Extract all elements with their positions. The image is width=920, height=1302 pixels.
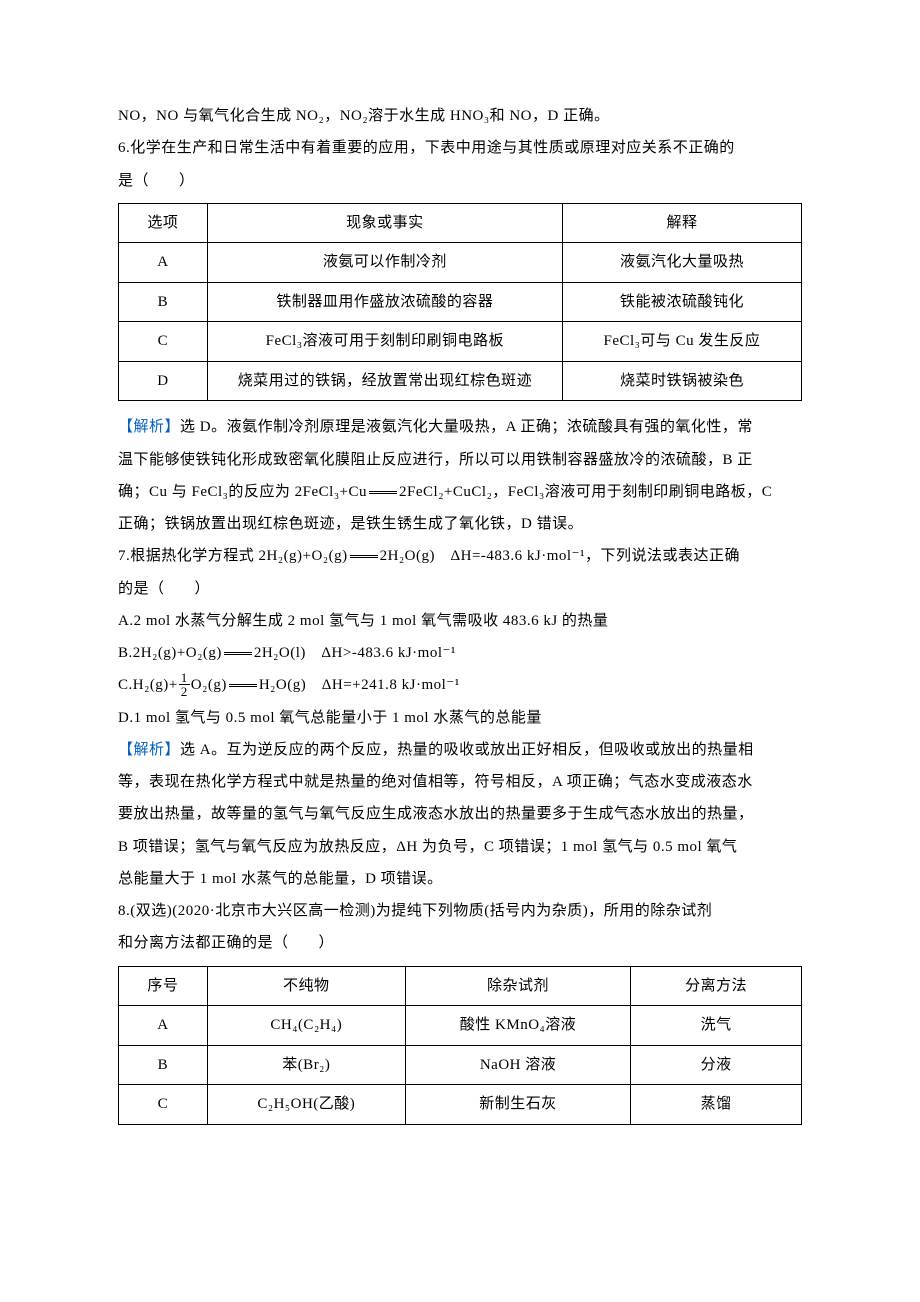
q8-cell: A xyxy=(119,1006,208,1046)
q6-cell: 铁制器皿用作盛放浓硫酸的容器 xyxy=(207,282,562,322)
q6-ana3-post: 2FeCl₂+CuCl₂，FeCl₃溶液可用于刻制印刷铜电路板，C xyxy=(399,484,772,500)
q6-cell: FeCl₃溶液可用于刻制印刷铜电路板 xyxy=(207,322,562,362)
q8-th-3: 分离方法 xyxy=(631,966,802,1006)
q6-stem-2a: 是（ xyxy=(118,173,149,189)
q6-cell: 液氨可以作制冷剂 xyxy=(207,243,562,283)
q6-cell: 烧菜时铁锅被染色 xyxy=(562,361,801,401)
q8-cell: C xyxy=(119,1085,208,1125)
q6-cell: 液氨汽化大量吸热 xyxy=(562,243,801,283)
q7-stem1-pre: 7.根据热化学方程式 2H₂(g)+O₂(g) xyxy=(118,548,348,564)
q6-analysis-line3: 确；Cu 与 FeCl₃的反应为 2FeCl₃+Cu 2FeCl₂+CuCl₂，F… xyxy=(118,476,802,508)
q8-cell: 蒸馏 xyxy=(631,1085,802,1125)
q6-stem-line1: 6.化学在生产和日常生活中有着重要的应用，下表中用途与其性质或原理对应关系不正确… xyxy=(118,132,802,164)
q8-th-2: 除杂试剂 xyxy=(405,966,630,1006)
q7-optc-pre: C.H₂(g)+ xyxy=(118,677,178,693)
q6-th-opt: 选项 xyxy=(119,203,208,243)
q8-cell: 分液 xyxy=(631,1045,802,1085)
q8-cell: 苯(Br₂) xyxy=(207,1045,405,1085)
q6-ana3-pre: 确；Cu 与 FeCl₃的反应为 2FeCl₃+Cu xyxy=(118,484,367,500)
reaction-arrow-icon xyxy=(229,684,257,687)
q7-analysis-line3: 要放出热量，故等量的氢气与氧气反应生成液态水放出的热量要多于生成气态水放出的热量… xyxy=(118,798,802,830)
table-header-row: 选项 现象或事实 解释 xyxy=(119,203,802,243)
q7-stem-2a: 的是（ xyxy=(118,581,165,597)
q6-analysis-line2: 温下能够使铁钝化形成致密氧化膜阻止反应进行，所以可以用铁制容器盛放冷的浓硫酸，B… xyxy=(118,444,802,476)
q6-ana-text1: 选 D。液氨作制冷剂原理是液氨汽化大量吸热，A 正确；浓硫酸具有强的氧化性，常 xyxy=(180,419,753,435)
q7-stem-2b: ） xyxy=(195,581,211,597)
q7-analysis-line1: 【解析】选 A。互为逆反应的两个反应，热量的吸收或放出正好相反，但吸收或放出的热… xyxy=(118,734,802,766)
q6-cell: B xyxy=(119,282,208,322)
q7-optb-pre: B.2H₂(g)+O₂(g) xyxy=(118,645,222,661)
q8-table: 序号 不纯物 除杂试剂 分离方法 A CH₄(C₂H₄) 酸性 KMnO₄溶液 … xyxy=(118,966,802,1125)
q6-th-fact: 现象或事实 xyxy=(207,203,562,243)
table-header-row: 序号 不纯物 除杂试剂 分离方法 xyxy=(119,966,802,1006)
q7-analysis-line4: B 项错误；氢气与氧气反应为放热反应，ΔH 为负号，C 项错误；1 mol 氢气… xyxy=(118,831,802,863)
q7-ana1: 选 A。互为逆反应的两个反应，热量的吸收或放出正好相反，但吸收或放出的热量相 xyxy=(180,742,754,758)
q7-option-a: A.2 mol 水蒸气分解生成 2 mol 氢气与 1 mol 氧气需吸收 48… xyxy=(118,605,802,637)
q6-cell: A xyxy=(119,243,208,283)
q7-stem-line1: 7.根据热化学方程式 2H₂(g)+O₂(g) 2H₂O(g) ΔH=-483.6… xyxy=(118,540,802,572)
q8-cell: 新制生石灰 xyxy=(405,1085,630,1125)
q8-th-0: 序号 xyxy=(119,966,208,1006)
q8-cell: B xyxy=(119,1045,208,1085)
q7-option-c: C.H₂(g)+12O₂(g) H₂O(g) ΔH=+241.8 kJ·mol⁻¹ xyxy=(118,669,802,701)
q6-analysis-line1: 【解析】选 D。液氨作制冷剂原理是液氨汽化大量吸热，A 正确；浓硫酸具有强的氧化… xyxy=(118,411,802,443)
fraction-numerator: 1 xyxy=(179,671,190,685)
analysis-label: 【解析】 xyxy=(118,419,180,435)
q8-stem-2a: 和分离方法都正确的是（ xyxy=(118,935,289,951)
q8-th-1: 不纯物 xyxy=(207,966,405,1006)
q6-table: 选项 现象或事实 解释 A 液氨可以作制冷剂 液氨汽化大量吸热 B 铁制器皿用作… xyxy=(118,203,802,402)
fraction-icon: 12 xyxy=(179,671,190,698)
table-row: B 铁制器皿用作盛放浓硫酸的容器 铁能被浓硫酸钝化 xyxy=(119,282,802,322)
q8-stem-line1: 8.(双选)(2020·北京市大兴区高一检测)为提纯下列物质(括号内为杂质)，所… xyxy=(118,895,802,927)
table-row: B 苯(Br₂) NaOH 溶液 分液 xyxy=(119,1045,802,1085)
q7-analysis-line5: 总能量大于 1 mol 水蒸气的总能量，D 项错误。 xyxy=(118,863,802,895)
fraction-denominator: 2 xyxy=(179,685,190,698)
q8-cell: NaOH 溶液 xyxy=(405,1045,630,1085)
reaction-arrow-icon xyxy=(224,652,252,655)
q7-option-d: D.1 mol 氢气与 0.5 mol 氧气总能量小于 1 mol 水蒸气的总能… xyxy=(118,702,802,734)
analysis-label: 【解析】 xyxy=(118,742,180,758)
q7-stem-line2: 的是（ ） xyxy=(118,573,802,605)
table-row: C FeCl₃溶液可用于刻制印刷铜电路板 FeCl₃可与 Cu 发生反应 xyxy=(119,322,802,362)
q8-stem-2b: ） xyxy=(319,935,335,951)
document-page: NO，NO 与氧气化合生成 NO₂，NO₂溶于水生成 HNO₃和 NO，D 正确… xyxy=(0,0,920,1195)
q6-cell: C xyxy=(119,322,208,362)
q8-cell: 酸性 KMnO₄溶液 xyxy=(405,1006,630,1046)
q6-cell: D xyxy=(119,361,208,401)
table-row: C C₂H₅OH(乙酸) 新制生石灰 蒸馏 xyxy=(119,1085,802,1125)
intro-paragraph: NO，NO 与氧气化合生成 NO₂，NO₂溶于水生成 HNO₃和 NO，D 正确… xyxy=(118,100,802,132)
q7-optc-post: H₂O(g) ΔH=+241.8 kJ·mol⁻¹ xyxy=(259,677,460,693)
table-row: A 液氨可以作制冷剂 液氨汽化大量吸热 xyxy=(119,243,802,283)
q6-analysis-line4: 正确；铁锅放置出现红棕色斑迹，是铁生锈生成了氧化铁，D 错误。 xyxy=(118,508,802,540)
q6-th-reason: 解释 xyxy=(562,203,801,243)
table-row: A CH₄(C₂H₄) 酸性 KMnO₄溶液 洗气 xyxy=(119,1006,802,1046)
q7-optb-post: 2H₂O(l) ΔH>-483.6 kJ·mol⁻¹ xyxy=(254,645,456,661)
q6-cell: 铁能被浓硫酸钝化 xyxy=(562,282,801,322)
reaction-arrow-icon xyxy=(369,491,397,494)
q7-optc-mid: O₂(g) xyxy=(191,677,227,693)
q6-cell: 烧菜用过的铁锅，经放置常出现红棕色斑迹 xyxy=(207,361,562,401)
q8-cell: C₂H₅OH(乙酸) xyxy=(207,1085,405,1125)
q7-analysis-line2: 等，表现在热化学方程式中就是热量的绝对值相等，符号相反，A 项正确；气态水变成液… xyxy=(118,766,802,798)
q8-cell: 洗气 xyxy=(631,1006,802,1046)
q8-cell: CH₄(C₂H₄) xyxy=(207,1006,405,1046)
q6-cell: FeCl₃可与 Cu 发生反应 xyxy=(562,322,801,362)
q7-stem1-post: 2H₂O(g) ΔH=-483.6 kJ·mol⁻¹，下列说法或表达正确 xyxy=(380,548,740,564)
q8-stem-line2: 和分离方法都正确的是（ ） xyxy=(118,927,802,959)
q6-stem-2b: ） xyxy=(179,173,195,189)
table-row: D 烧菜用过的铁锅，经放置常出现红棕色斑迹 烧菜时铁锅被染色 xyxy=(119,361,802,401)
q7-option-b: B.2H₂(g)+O₂(g) 2H₂O(l) ΔH>-483.6 kJ·mol⁻¹ xyxy=(118,637,802,669)
q6-stem-line2: 是（ ） xyxy=(118,165,802,197)
reaction-arrow-icon xyxy=(350,555,378,558)
